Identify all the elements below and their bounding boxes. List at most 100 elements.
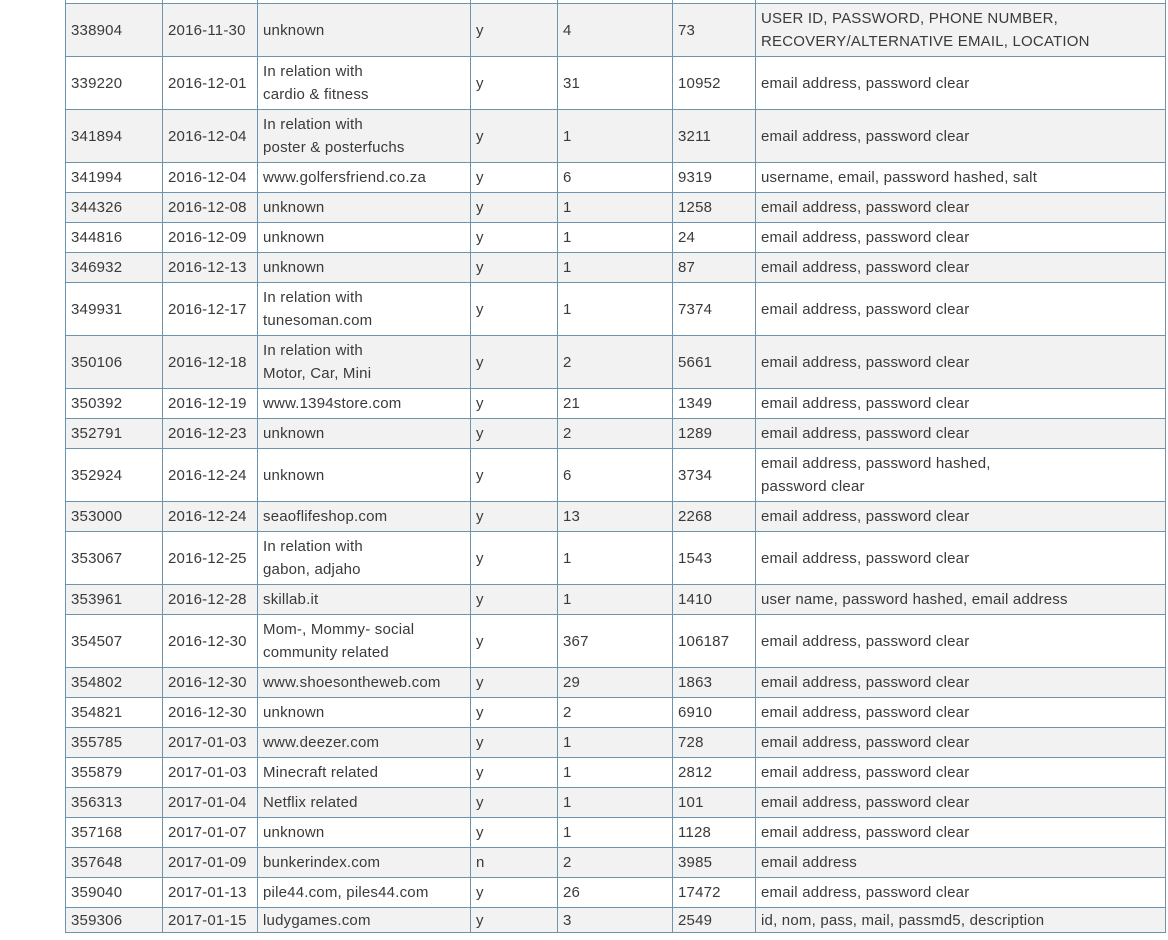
- cell-count-a: 13: [557, 501, 673, 532]
- cell-date: 2016-12-24: [162, 448, 258, 502]
- cell-source: unknown: [257, 192, 471, 223]
- cell-verified-flag: y: [470, 282, 558, 336]
- cell-date: 2016-12-04: [162, 162, 258, 193]
- cell-id: 341894: [65, 109, 163, 163]
- cell-date: 2016-12-28: [162, 584, 258, 615]
- cell-source: In relation with cardio & fitness: [257, 56, 471, 110]
- cell-id: 339220: [65, 56, 163, 110]
- cell-verified-flag: y: [470, 192, 558, 223]
- cell-data-types: email address, password clear: [755, 418, 1166, 449]
- cell-source: unknown: [257, 3, 471, 57]
- cell-source: Minecraft related: [257, 757, 471, 788]
- cell-count-a: 1: [557, 109, 673, 163]
- cell-date: 2016-12-09: [162, 222, 258, 253]
- cell-data-types: email address, password clear: [755, 697, 1166, 728]
- cell-id: 350106: [65, 335, 163, 389]
- cell-id: 357168: [65, 817, 163, 848]
- cell-count-b: 17472: [672, 877, 756, 908]
- breach-table-container: 338904 2016-11-30 unknown y 4 73 USER ID…: [65, 0, 1166, 940]
- table-row: 353000 2016-12-24 seaoflifeshop.com y 13…: [65, 501, 1166, 532]
- breach-table: 338904 2016-11-30 unknown y 4 73 USER ID…: [65, 0, 1166, 933]
- cell-source: Mom-, Mommy- social community related: [257, 614, 471, 668]
- cell-verified-flag: y: [470, 501, 558, 532]
- cell-source: skillab.it: [257, 584, 471, 615]
- table-row: 350106 2016-12-18 In relation with Motor…: [65, 335, 1166, 389]
- cell-source: Netflix related: [257, 787, 471, 818]
- cell-id: 357648: [65, 847, 163, 878]
- cell-count-b: 1410: [672, 584, 756, 615]
- cell-data-types: email address, password clear: [755, 222, 1166, 253]
- cell-count-b: 2268: [672, 501, 756, 532]
- cell-date: 2016-12-30: [162, 697, 258, 728]
- cell-count-b: 101: [672, 787, 756, 818]
- cell-count-b: 3211: [672, 109, 756, 163]
- cell-count-a: 6: [557, 162, 673, 193]
- cell-source: unknown: [257, 222, 471, 253]
- cell-verified-flag: y: [470, 109, 558, 163]
- cell-data-types: username, email, password hashed, salt: [755, 162, 1166, 193]
- table-row: 352791 2016-12-23 unknown y 2 1289 email…: [65, 418, 1166, 449]
- table-row: 346932 2016-12-13 unknown y 1 87 email a…: [65, 252, 1166, 283]
- cell-count-a: 31: [557, 56, 673, 110]
- cell-source: www.shoesontheweb.com: [257, 667, 471, 698]
- cell-count-b: 1543: [672, 531, 756, 585]
- cell-id: 354507: [65, 614, 163, 668]
- cell-verified-flag: y: [470, 614, 558, 668]
- cell-count-a: 1: [557, 282, 673, 336]
- table-row: 338904 2016-11-30 unknown y 4 73 USER ID…: [65, 3, 1166, 57]
- cell-data-types: email address, password clear: [755, 56, 1166, 110]
- cell-count-a: 367: [557, 614, 673, 668]
- cell-count-b: 7374: [672, 282, 756, 336]
- cell-data-types: email address: [755, 847, 1166, 878]
- table-row: 349931 2016-12-17 In relation with tunes…: [65, 282, 1166, 336]
- cell-id: 344816: [65, 222, 163, 253]
- table-row: 352924 2016-12-24 unknown y 6 3734 email…: [65, 448, 1166, 502]
- cell-verified-flag: y: [470, 335, 558, 389]
- cell-data-types: email address, password clear: [755, 192, 1166, 223]
- cell-data-types: email address, password clear: [755, 614, 1166, 668]
- cell-count-b: 2549: [672, 907, 756, 933]
- cell-verified-flag: y: [470, 727, 558, 758]
- cell-verified-flag: y: [470, 448, 558, 502]
- cell-source: unknown: [257, 817, 471, 848]
- cell-verified-flag: y: [470, 667, 558, 698]
- cell-data-types: email address, password clear: [755, 877, 1166, 908]
- cell-verified-flag: y: [470, 877, 558, 908]
- cell-verified-flag: y: [470, 222, 558, 253]
- cell-date: 2017-01-03: [162, 757, 258, 788]
- cell-count-a: 1: [557, 787, 673, 818]
- cell-verified-flag: y: [470, 3, 558, 57]
- table-row: 350392 2016-12-19 www.1394store.com y 21…: [65, 388, 1166, 419]
- cell-source: www.1394store.com: [257, 388, 471, 419]
- table-row: 354821 2016-12-30 unknown y 2 6910 email…: [65, 697, 1166, 728]
- table-row: 354507 2016-12-30 Mom-, Mommy- social co…: [65, 614, 1166, 668]
- cell-count-a: 21: [557, 388, 673, 419]
- table-row: 359040 2017-01-13 pile44.com, piles44.co…: [65, 877, 1166, 908]
- cell-source: ludygames.com: [257, 907, 471, 933]
- cell-verified-flag: y: [470, 531, 558, 585]
- cell-verified-flag: y: [470, 56, 558, 110]
- cell-date: 2016-12-30: [162, 614, 258, 668]
- cell-date: 2016-12-19: [162, 388, 258, 419]
- table-body: 338904 2016-11-30 unknown y 4 73 USER ID…: [65, 0, 1166, 933]
- cell-data-types: user name, password hashed, email addres…: [755, 584, 1166, 615]
- cell-date: 2016-12-23: [162, 418, 258, 449]
- cell-count-a: 2: [557, 418, 673, 449]
- cell-count-a: 3: [557, 907, 673, 933]
- cell-count-b: 2812: [672, 757, 756, 788]
- cell-id: 352924: [65, 448, 163, 502]
- cell-data-types: email address, password hashed, password…: [755, 448, 1166, 502]
- cell-data-types: email address, password clear: [755, 252, 1166, 283]
- cell-date: 2016-12-24: [162, 501, 258, 532]
- cell-date: 2016-12-04: [162, 109, 258, 163]
- cell-date: 2017-01-09: [162, 847, 258, 878]
- cell-verified-flag: y: [470, 584, 558, 615]
- cell-verified-flag: y: [470, 418, 558, 449]
- cell-count-b: 106187: [672, 614, 756, 668]
- cell-count-b: 5661: [672, 335, 756, 389]
- cell-count-b: 1349: [672, 388, 756, 419]
- cell-date: 2016-12-17: [162, 282, 258, 336]
- cell-data-types: email address, password clear: [755, 388, 1166, 419]
- cell-verified-flag: n: [470, 847, 558, 878]
- cell-source: In relation with tunesoman.com: [257, 282, 471, 336]
